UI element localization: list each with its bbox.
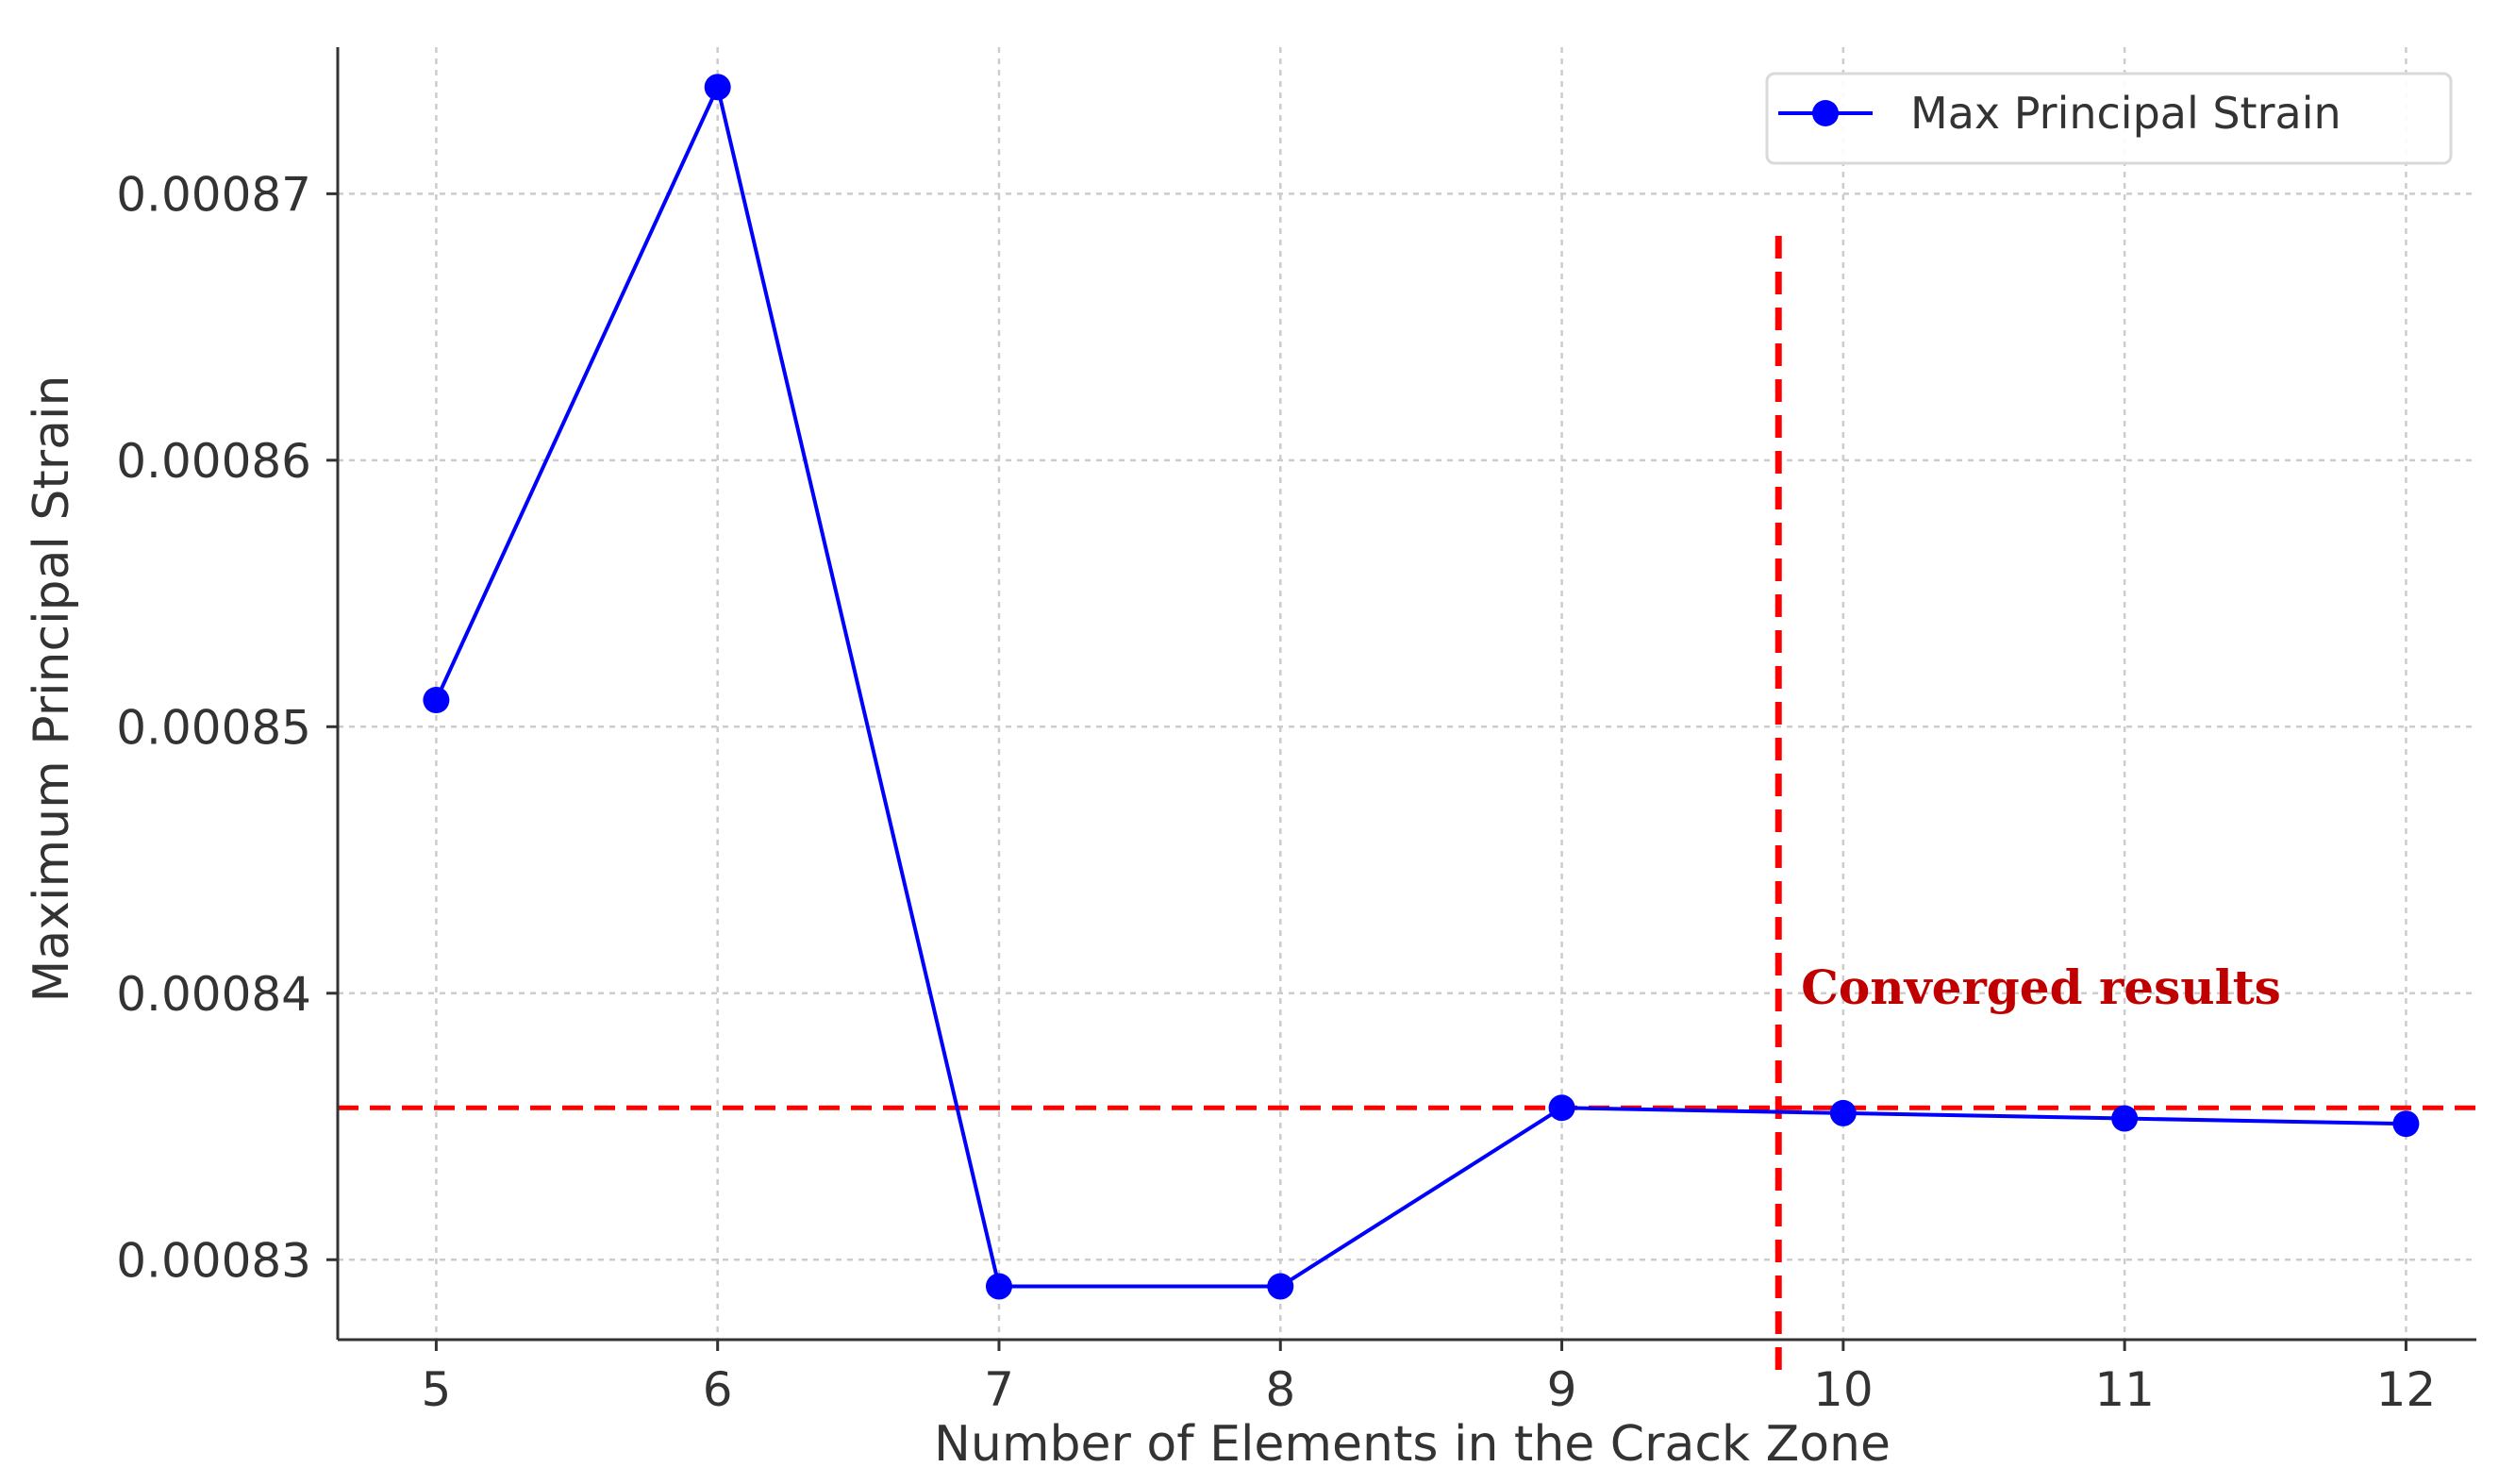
y-tick-label-3: 0.00086 [116, 434, 311, 489]
legend-label: Max Principal Strain [1910, 88, 2341, 139]
y-tick-label-4: 0.00087 [116, 167, 311, 222]
y-axis-title: Maximum Principal Strain [24, 375, 80, 1003]
x-tick-label-7: 12 [2376, 1362, 2437, 1417]
legend: Max Principal Strain [1765, 72, 2453, 165]
legend-marker [1812, 100, 1839, 126]
y-tick-label-2: 0.00085 [116, 700, 311, 755]
data-point-6 [704, 74, 731, 101]
y-tick-label-0: 0.00083 [116, 1233, 311, 1288]
data-point-11 [2111, 1105, 2139, 1132]
converged-results-annotation: Converged results [1801, 959, 2281, 1015]
x-tick-label-1: 6 [703, 1362, 733, 1417]
grid [338, 47, 2476, 1340]
x-tick-label-5: 10 [1813, 1362, 1874, 1417]
tick-labels: 5 6 7 8 9 10 11 12 0.00083 0.00084 0.00085 0.00086 0… [116, 167, 2436, 1417]
x-tick-label-4: 9 [1547, 1362, 1577, 1417]
legend-box [1765, 72, 2453, 165]
data-point-9 [1548, 1094, 1575, 1122]
series-layer [423, 74, 2420, 1300]
x-tick-label-6: 11 [2094, 1362, 2155, 1417]
data-point-10 [1829, 1099, 1857, 1126]
x-tick-label-3: 8 [1265, 1362, 1295, 1417]
series-line-0 [434, 85, 2407, 1289]
data-point-12 [2392, 1110, 2420, 1138]
axes [336, 47, 2476, 1342]
data-point-8 [1267, 1273, 1294, 1300]
y-tick-label-1: 0.00084 [116, 967, 311, 1022]
x-tick-label-2: 7 [984, 1362, 1014, 1417]
data-point-7 [985, 1273, 1012, 1300]
x-tick-label-0: 5 [421, 1362, 451, 1417]
x-axis-title: Number of Elements in the Crack Zone [934, 1416, 1891, 1473]
data-point-5 [423, 687, 450, 714]
